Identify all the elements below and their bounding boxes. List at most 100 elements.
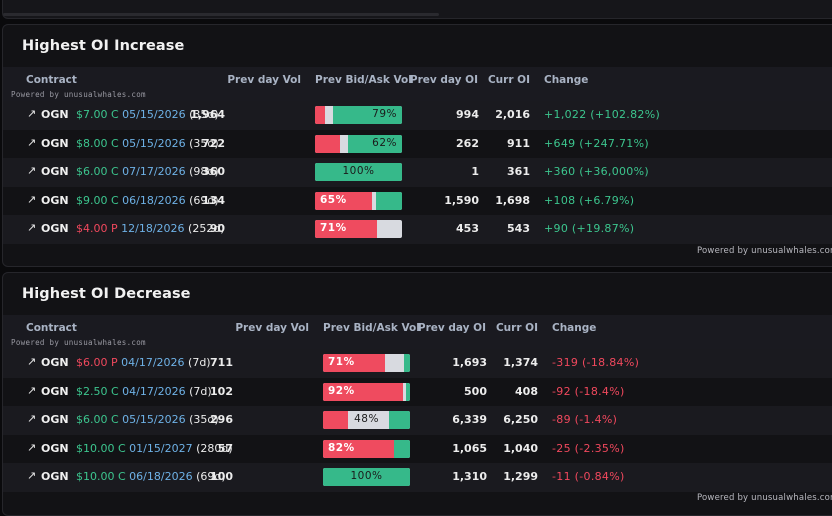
- arrow-up-right-icon[interactable]: ↗: [27, 221, 37, 235]
- ticker-symbol[interactable]: OGN: [41, 413, 69, 427]
- days-to-expiry: (7d): [189, 384, 212, 398]
- curr-oi: 2,016: [495, 108, 530, 121]
- oi-increase-panel: Highest OI Increase Contract Prev day Vo…: [2, 24, 832, 267]
- contract-label[interactable]: $9.00 C 06/18/2026 (69d): [76, 194, 219, 207]
- bid-ask-percent: 71%: [320, 222, 347, 235]
- table-row[interactable]: ↗ OGN $2.50 C 04/17/2026 (7d) 102 92% 500 408-…: [3, 378, 832, 407]
- ticker-symbol[interactable]: OGN: [41, 136, 69, 150]
- bid-ask-percent: 100%: [350, 470, 383, 483]
- prev-day-vol: 722: [202, 136, 225, 150]
- ask-segment: [404, 354, 410, 372]
- col-contract[interactable]: Contract: [26, 322, 77, 334]
- col-prev-day-vol[interactable]: Prev day Vol: [227, 74, 301, 86]
- ticker-symbol[interactable]: OGN: [41, 384, 69, 398]
- strike-price: $7.00 C: [76, 108, 119, 121]
- days-to-expiry: (280d): [196, 441, 233, 455]
- bid-ask-bar[interactable]: 48%: [323, 411, 410, 430]
- table-row[interactable]: ↗ OGN $9.00 C 06/18/2026 (69d) 134 65% 1,590 1…: [3, 187, 832, 216]
- contract-label[interactable]: $10.00 C 06/18/2026 (69d): [76, 470, 226, 483]
- bid-ask-bar[interactable]: 71%: [323, 354, 410, 372]
- col-change[interactable]: Change: [552, 322, 597, 334]
- bid-ask-bar[interactable]: 100%: [315, 163, 402, 182]
- col-prev-day-oi[interactable]: Prev day OI: [417, 322, 486, 334]
- strike-price: $6.00 C: [76, 165, 119, 179]
- contract-label[interactable]: $6.00 P 04/17/2026 (7d): [76, 356, 211, 369]
- arrow-up-right-icon[interactable]: ↗: [27, 412, 37, 426]
- panel-title: Highest OI Decrease: [22, 286, 191, 302]
- table-row[interactable]: ↗ OGN $6.00 P 04/17/2026 (7d) 711 71% 1,693 1,…: [3, 349, 832, 378]
- contract-label[interactable]: $7.00 C 05/15/2026 (35d): [76, 108, 219, 121]
- arrow-up-right-icon[interactable]: ↗: [27, 192, 37, 206]
- bid-ask-bar[interactable]: 82%: [323, 439, 410, 458]
- arrow-up-right-icon[interactable]: ↗: [27, 135, 37, 149]
- strike-price: $2.50 C: [76, 384, 119, 398]
- col-contract[interactable]: Contract: [26, 74, 77, 86]
- arrow-up-right-icon[interactable]: ↗: [27, 440, 37, 454]
- table-row[interactable]: ↗ OGN $6.00 C 07/17/2026 (98d) 360 100% 1 361 +…: [3, 158, 832, 187]
- ask-segment: [406, 382, 410, 401]
- bid-ask-percent: 48%: [354, 413, 379, 426]
- bid-ask-percent: 71%: [328, 356, 355, 368]
- prev-day-oi: 1,693: [452, 356, 487, 369]
- bid-segment: [323, 411, 348, 430]
- days-to-expiry: (252d): [188, 222, 225, 236]
- oi-change: +1,022 (+102.82%): [544, 108, 661, 121]
- bid-ask-bar[interactable]: 100%: [323, 468, 410, 487]
- col-prev-day-oi[interactable]: Prev day OI: [409, 74, 478, 86]
- prev-day-vol: 1,964: [190, 108, 225, 121]
- ticker-symbol[interactable]: OGN: [41, 193, 69, 207]
- col-prev-day-vol[interactable]: Prev day Vol: [235, 322, 309, 334]
- arrow-up-right-icon[interactable]: ↗: [27, 383, 37, 397]
- contract-label[interactable]: $4.00 P 12/18/2026 (252d): [76, 222, 225, 235]
- arrow-up-right-icon[interactable]: ↗: [27, 107, 37, 120]
- col-curr-oi[interactable]: Curr OI: [487, 74, 530, 86]
- bid-ask-bar[interactable]: 65%: [315, 191, 402, 210]
- bid-ask-bar[interactable]: 79%: [315, 106, 402, 124]
- powered-by-footer[interactable]: Powered by unusualwhales.com: [697, 493, 832, 503]
- col-change[interactable]: Change: [544, 74, 589, 86]
- curr-oi: 911: [507, 136, 530, 150]
- prev-day-vol: 134: [202, 193, 225, 207]
- contract-label[interactable]: $10.00 C 01/15/2027 (280d): [76, 442, 233, 455]
- bid-segment: [315, 191, 372, 210]
- table-row[interactable]: ↗ OGN $6.00 C 05/15/2026 (35d) 296 48% 6,339 6…: [3, 406, 832, 435]
- ticker-symbol[interactable]: OGN: [41, 108, 69, 121]
- table-row[interactable]: ↗ OGN $8.00 C 05/15/2026 (35d) 722 62% 262 911…: [3, 130, 832, 159]
- arrow-up-right-icon[interactable]: ↗: [27, 469, 37, 483]
- ticker-symbol[interactable]: OGN: [41, 470, 69, 484]
- previous-panel: [2, 0, 832, 19]
- table-row[interactable]: ↗ OGN $10.00 C 06/18/2026 (69d) 100 100% 1,31…: [3, 463, 832, 492]
- prev-day-vol: 360: [202, 165, 225, 179]
- col-prev-bid-ask-vol[interactable]: Prev Bid/Ask Vol: [323, 322, 420, 334]
- days-to-expiry: (35d): [189, 108, 219, 121]
- bid-ask-bar[interactable]: 62%: [315, 134, 402, 153]
- scrollbar-track[interactable]: [3, 13, 439, 16]
- contract-label[interactable]: $6.00 C 07/17/2026 (98d): [76, 165, 219, 178]
- contract-label[interactable]: $8.00 C 05/15/2026 (35d): [76, 137, 219, 150]
- table-row[interactable]: ↗ OGN $4.00 P 12/18/2026 (252d) 90 71% 453 543…: [3, 215, 832, 244]
- ticker-symbol[interactable]: OGN: [41, 222, 69, 236]
- bid-ask-bar[interactable]: 92%: [323, 382, 410, 401]
- ticker-symbol[interactable]: OGN: [41, 441, 69, 455]
- contract-label[interactable]: $2.50 C 04/17/2026 (7d): [76, 385, 212, 398]
- ticker-symbol[interactable]: OGN: [41, 165, 69, 179]
- prev-day-vol: 102: [210, 384, 233, 398]
- strike-price: $10.00 C: [76, 470, 126, 484]
- col-curr-oi[interactable]: Curr OI: [495, 322, 538, 334]
- expiry-date: 06/18/2026: [122, 193, 186, 207]
- col-prev-bid-ask-vol[interactable]: Prev Bid/Ask Vol: [315, 74, 412, 86]
- table-row[interactable]: ↗ OGN $10.00 C 01/15/2027 (280d) 57 82% 1,065…: [3, 435, 832, 464]
- prev-day-vol: 100: [210, 470, 233, 484]
- oi-change: +649 (+247.71%): [544, 136, 649, 150]
- arrow-up-right-icon[interactable]: ↗: [27, 164, 37, 178]
- table-row[interactable]: ↗ OGN $7.00 C 05/15/2026 (35d) 1,964 79% 994 2…: [3, 101, 832, 130]
- ticker-symbol[interactable]: OGN: [41, 356, 69, 369]
- oi-change: -25 (-2.35%): [552, 441, 625, 455]
- curr-oi: 543: [507, 222, 530, 236]
- ask-segment: [376, 191, 402, 210]
- powered-by-footer[interactable]: Powered by unusualwhales.com: [697, 246, 832, 256]
- bid-ask-bar[interactable]: 71%: [315, 220, 402, 239]
- expiry-date: 01/15/2027: [129, 441, 193, 455]
- arrow-up-right-icon[interactable]: ↗: [27, 355, 37, 368]
- contract-label[interactable]: $6.00 C 05/15/2026 (35d): [76, 413, 219, 426]
